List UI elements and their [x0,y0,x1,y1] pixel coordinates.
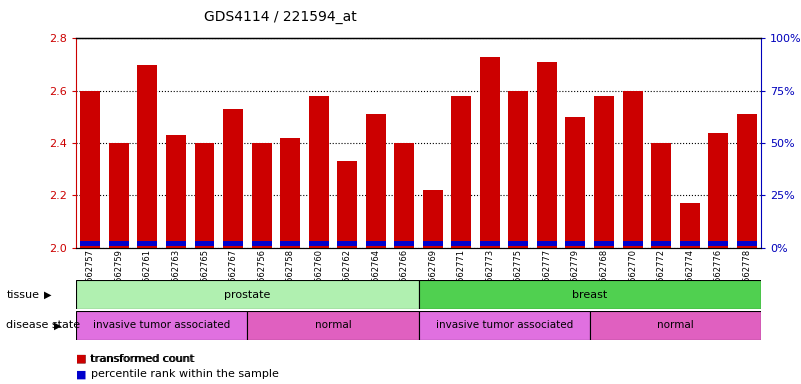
Bar [594,241,614,246]
Text: prostate: prostate [224,290,271,300]
Text: invasive tumor associated: invasive tumor associated [436,320,573,331]
Bar [138,65,158,248]
Bar [622,241,642,246]
Bar [737,241,757,246]
Bar [366,241,386,246]
Bar [537,241,557,246]
Bar [423,241,443,246]
Bar [394,143,414,248]
Text: percentile rank within the sample: percentile rank within the sample [91,369,279,379]
Text: GDS4114 / 221594_at: GDS4114 / 221594_at [204,10,356,23]
Bar [166,241,186,246]
Bar [337,161,357,248]
Text: tissue: tissue [6,290,39,300]
Bar [80,91,100,248]
Bar [566,241,586,246]
Bar [166,135,186,248]
Bar [252,143,272,248]
Bar [679,203,699,248]
Bar [76,311,248,340]
Bar [566,117,586,248]
Bar [590,311,761,340]
Text: ■: ■ [76,369,87,379]
Bar [138,241,158,246]
Bar [418,280,761,309]
Bar [418,311,590,340]
Bar [708,241,728,246]
Bar [308,96,328,248]
Bar [252,241,272,246]
Bar [248,311,418,340]
Bar [451,96,471,248]
Bar [737,114,757,248]
Text: invasive tumor associated: invasive tumor associated [93,320,231,331]
Bar [109,241,129,246]
Bar [679,241,699,246]
Bar [509,241,529,246]
Bar [223,241,243,246]
Bar [280,241,300,246]
Bar [480,241,500,246]
Bar [195,143,215,248]
Bar [280,138,300,248]
Bar [337,241,357,246]
Text: transformed count: transformed count [91,354,195,364]
Bar [109,143,129,248]
Bar [80,241,100,246]
Text: normal: normal [315,320,352,331]
Bar [651,241,671,246]
Bar [509,91,529,248]
Text: ■: ■ [76,354,87,364]
Bar [223,109,243,248]
Bar [480,57,500,248]
Bar [394,241,414,246]
Text: normal: normal [657,320,694,331]
Bar [537,62,557,248]
Text: disease state: disease state [6,320,81,331]
Bar [76,280,418,309]
Bar [708,132,728,248]
Bar [366,114,386,248]
Bar [622,91,642,248]
Bar [594,96,614,248]
Bar [195,241,215,246]
Text: ■ transformed count: ■ transformed count [76,354,194,364]
Text: ▶: ▶ [54,320,62,331]
Bar [651,143,671,248]
Bar [451,241,471,246]
Text: breast: breast [572,290,607,300]
Text: ▶: ▶ [44,290,51,300]
Bar [308,241,328,246]
Bar [423,190,443,248]
